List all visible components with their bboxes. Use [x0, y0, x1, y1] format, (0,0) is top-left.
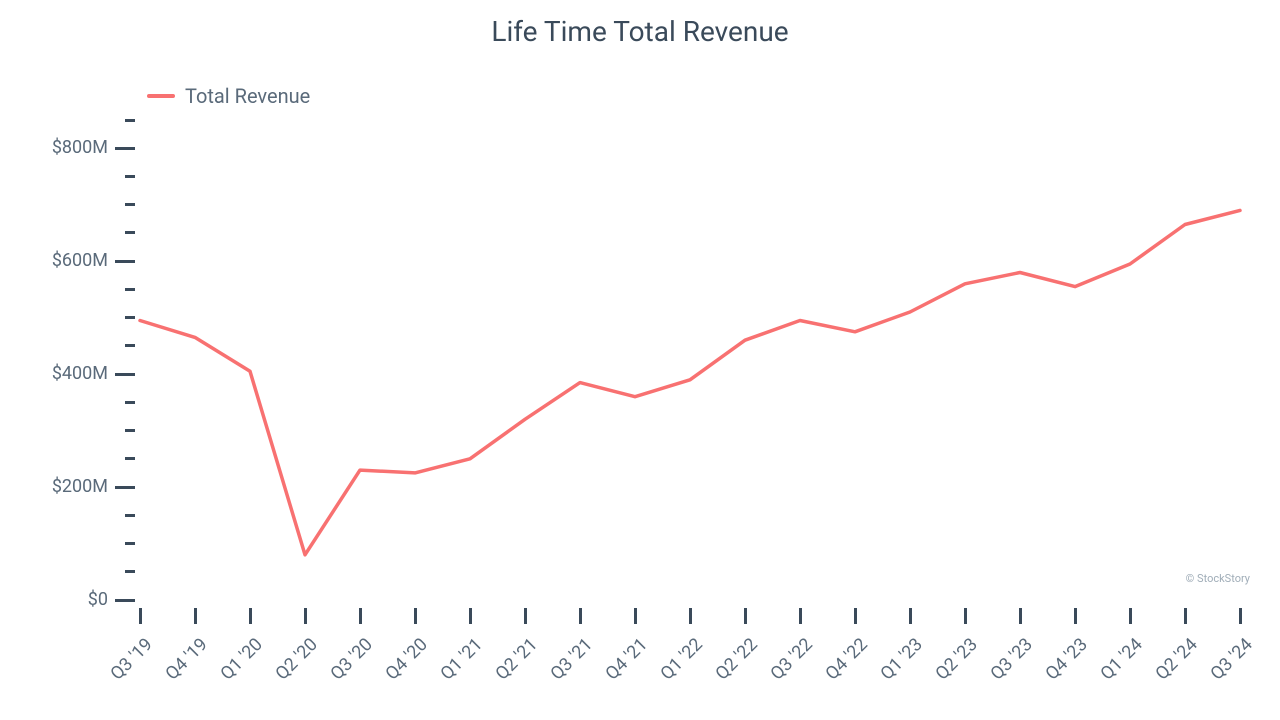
- watermark: © StockStory: [1186, 572, 1250, 585]
- chart-container: Life Time Total Revenue Total Revenue $0…: [0, 0, 1280, 720]
- line-chart-svg: [0, 0, 1280, 720]
- series-line: [140, 210, 1240, 554]
